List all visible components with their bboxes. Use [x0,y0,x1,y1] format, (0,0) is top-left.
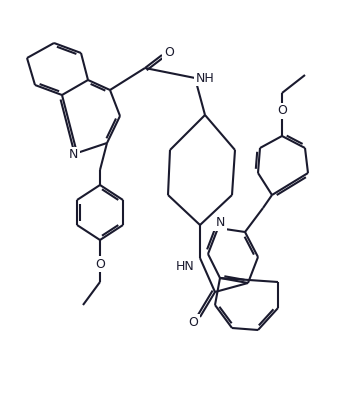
Text: O: O [277,104,287,117]
Text: N: N [68,149,78,162]
Text: O: O [95,258,105,271]
Text: O: O [188,315,198,328]
Text: O: O [164,47,174,60]
Text: N: N [215,217,225,230]
Text: NH: NH [196,72,215,85]
Text: HN: HN [176,260,194,273]
